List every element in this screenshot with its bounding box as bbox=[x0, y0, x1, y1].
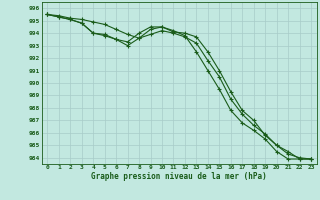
X-axis label: Graphe pression niveau de la mer (hPa): Graphe pression niveau de la mer (hPa) bbox=[91, 172, 267, 181]
